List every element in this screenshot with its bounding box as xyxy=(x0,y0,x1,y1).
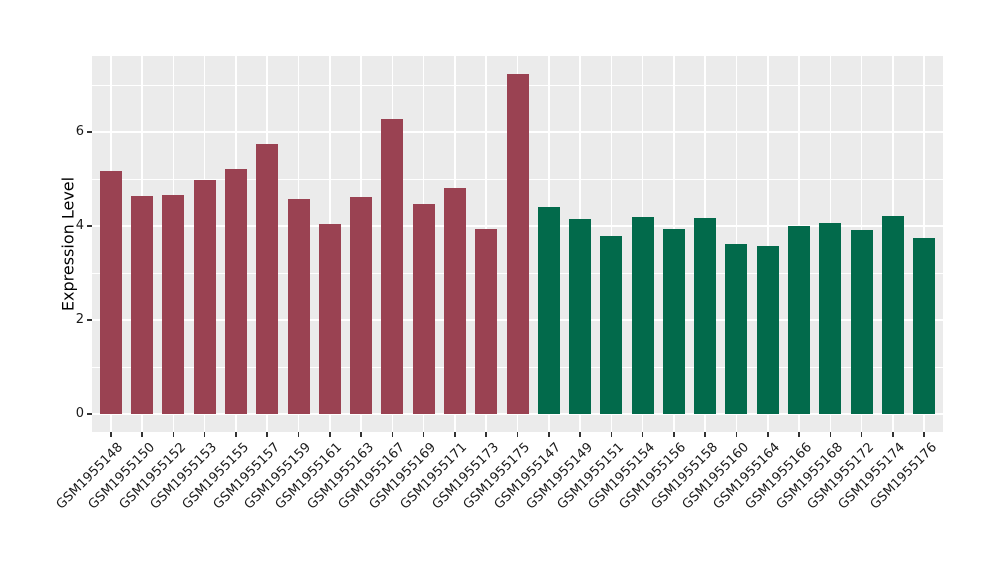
x-tick-mark xyxy=(798,432,800,437)
x-tick-mark xyxy=(391,432,394,437)
x-tick-mark xyxy=(422,432,425,437)
bar xyxy=(850,230,873,415)
bar xyxy=(631,216,654,415)
y-axis-title: Expression Level xyxy=(58,176,78,312)
bar xyxy=(443,188,466,415)
bar xyxy=(569,219,592,415)
bar xyxy=(913,237,936,415)
bar xyxy=(819,222,842,415)
bar xyxy=(318,223,341,415)
bar xyxy=(256,143,279,415)
x-tick-mark xyxy=(673,432,675,437)
bar xyxy=(193,180,216,415)
x-tick-mark xyxy=(110,432,112,437)
bar xyxy=(725,243,748,415)
bar xyxy=(537,206,560,415)
x-tick-mark xyxy=(579,432,581,437)
x-tick-mark xyxy=(235,432,237,437)
bar xyxy=(412,203,435,415)
x-tick-mark xyxy=(141,432,143,437)
x-tick-mark xyxy=(297,432,300,437)
y-tick-label: 0 xyxy=(75,406,84,422)
gridline-vertical xyxy=(767,56,769,432)
x-tick-mark xyxy=(329,432,331,437)
bar xyxy=(662,228,685,415)
y-tick-label: 2 xyxy=(75,312,84,328)
x-tick-mark xyxy=(548,432,550,437)
bar xyxy=(475,229,498,415)
bar xyxy=(788,225,811,415)
x-tick-mark xyxy=(923,432,925,437)
x-tick-mark xyxy=(860,432,863,437)
x-tick-mark xyxy=(704,432,706,437)
y-tick-mark xyxy=(87,319,92,321)
gridline-major xyxy=(92,413,943,416)
y-tick-mark xyxy=(87,225,92,227)
bar xyxy=(506,73,529,415)
x-tick-mark xyxy=(485,432,487,437)
x-tick-mark xyxy=(892,432,894,437)
bar xyxy=(131,196,154,415)
bar xyxy=(287,198,310,415)
plot-panel xyxy=(92,56,943,432)
x-tick-mark xyxy=(172,432,175,437)
bar xyxy=(350,196,373,415)
bar xyxy=(162,195,185,415)
bar xyxy=(881,216,904,415)
y-tick-mark xyxy=(87,131,92,133)
bar xyxy=(756,245,779,415)
x-tick-mark xyxy=(767,432,769,437)
bar xyxy=(224,169,247,415)
x-tick-mark xyxy=(610,432,613,437)
y-tick-label: 6 xyxy=(75,124,84,140)
x-tick-mark xyxy=(516,432,519,437)
x-tick-mark xyxy=(203,432,206,437)
y-tick-mark xyxy=(87,413,92,415)
x-tick-mark xyxy=(735,432,738,437)
x-tick-mark xyxy=(266,432,268,437)
x-tick-mark xyxy=(360,432,362,437)
y-tick-label: 4 xyxy=(75,218,84,234)
bar xyxy=(99,170,122,415)
x-tick-mark xyxy=(829,432,832,437)
bar xyxy=(381,119,404,415)
x-tick-mark xyxy=(454,432,456,437)
bar xyxy=(600,236,623,415)
bar xyxy=(694,218,717,415)
x-tick-mark xyxy=(641,432,644,437)
